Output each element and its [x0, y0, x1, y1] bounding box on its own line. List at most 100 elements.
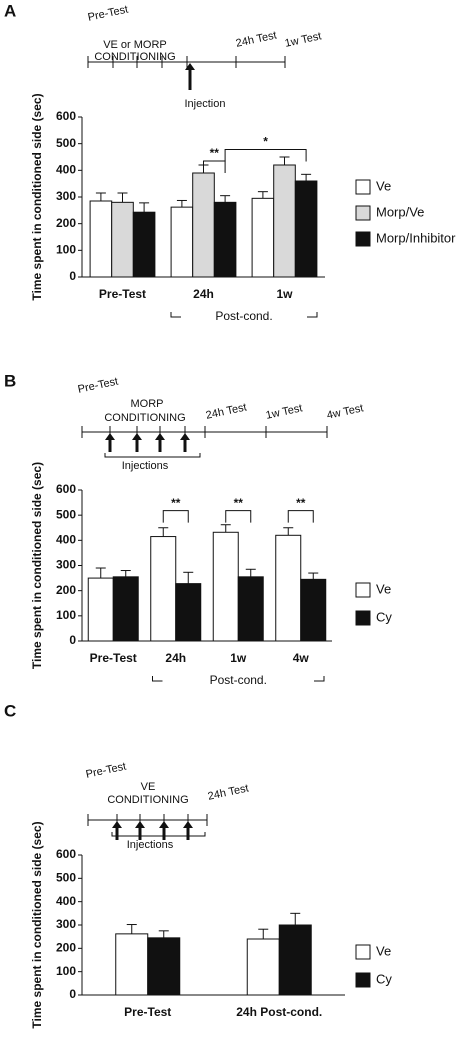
x-tick-label: 24h Post-cond.: [236, 1005, 322, 1019]
x-tick-label: Pre-Test: [124, 1005, 171, 1019]
y-axis-label: Time spent in conditioned side (sec): [30, 93, 44, 300]
arrow-head: [183, 821, 193, 828]
bar: [87, 577, 114, 642]
timeline-label: VE: [141, 781, 156, 793]
x-tick-label: 1w: [230, 651, 247, 665]
timeline-label: CONDITIONING: [104, 412, 185, 424]
arrow-head: [132, 433, 142, 440]
legend-label: Morp/Inhibitor: [376, 230, 456, 245]
significance-bracket: [162, 510, 189, 523]
legend-swatch: [355, 582, 371, 598]
legend-label: Ve: [376, 943, 391, 958]
x-tick-label: 1w: [276, 287, 293, 301]
significance-label: *: [263, 135, 268, 149]
timeline-label: 24h Test: [235, 29, 278, 49]
arrow-head: [180, 433, 190, 440]
group-label: Post-cond.: [215, 309, 272, 323]
timeline-label: Injection: [185, 98, 226, 110]
timeline-label: Injections: [127, 839, 174, 851]
arrow-head: [185, 63, 195, 70]
significance-label: **: [171, 496, 181, 510]
bar: [112, 576, 139, 642]
y-tick-label: 200: [56, 216, 76, 230]
y-tick-label: 500: [56, 507, 76, 521]
y-tick-label: 200: [56, 583, 76, 597]
bar: [89, 200, 113, 278]
timeline-label: CONDITIONING: [94, 51, 175, 63]
bar: [237, 576, 264, 642]
bar: [111, 201, 134, 278]
y-tick-label: 400: [56, 894, 76, 908]
legend-swatch: [355, 944, 371, 960]
timeline-label: MORP: [131, 398, 164, 410]
timeline-label: Injections: [122, 460, 169, 472]
timeline-label: CONDITIONING: [107, 794, 188, 806]
y-tick-label: 600: [56, 482, 76, 496]
y-tick-label: 500: [56, 136, 76, 150]
arrow-head: [135, 821, 145, 828]
bar: [175, 583, 202, 642]
legend-swatch: [355, 179, 371, 195]
legend-label: Ve: [376, 581, 391, 596]
bar: [300, 578, 327, 642]
legend-label: Ve: [376, 178, 391, 193]
bar: [115, 933, 149, 996]
y-tick-label: 600: [56, 847, 76, 861]
bar: [150, 536, 177, 642]
y-axis-label: Time spent in conditioned side (sec): [30, 462, 44, 669]
panel-letter: A: [4, 1, 16, 20]
significance-bracket: [203, 160, 226, 173]
significance-bracket: [225, 510, 252, 523]
timeline-label: 1w Test: [284, 30, 323, 49]
bar: [246, 938, 280, 996]
legend-label: Cy: [376, 971, 392, 986]
y-tick-label: 100: [56, 243, 76, 257]
bar: [275, 534, 302, 642]
x-tick-label: Pre-Test: [90, 651, 137, 665]
panel-letter: B: [4, 371, 16, 390]
x-tick-label: 4w: [293, 651, 310, 665]
significance-label: **: [234, 496, 244, 510]
y-tick-label: 300: [56, 189, 76, 203]
bar: [192, 172, 215, 278]
x-tick-label: 24h: [193, 287, 214, 301]
legend-swatch: [355, 231, 371, 247]
y-tick-label: 100: [56, 608, 76, 622]
arrow-head: [105, 433, 115, 440]
y-tick-label: 400: [56, 533, 76, 547]
x-tick-label: Pre-Test: [99, 287, 146, 301]
legend-swatch: [355, 205, 371, 221]
group-bracket: [152, 676, 325, 682]
timeline-label: Pre-Test: [85, 761, 128, 781]
bar: [147, 937, 181, 996]
group-bracket: [170, 312, 318, 318]
bracket: [104, 453, 201, 458]
bar: [212, 531, 239, 642]
y-tick-label: 200: [56, 941, 76, 955]
bar: [170, 206, 194, 278]
legend-swatch: [355, 972, 371, 988]
bar: [213, 201, 237, 278]
y-tick-label: 500: [56, 871, 76, 885]
timeline-label: 24h Test: [207, 782, 250, 802]
bar: [251, 197, 275, 278]
significance-bracket: [224, 149, 307, 162]
bar: [294, 180, 318, 278]
y-tick-label: 0: [69, 269, 76, 283]
y-axis-label: Time spent in conditioned side (sec): [30, 821, 44, 1028]
timeline-label: 1w Test: [265, 402, 304, 421]
legend-label: Morp/Ve: [376, 204, 424, 219]
y-tick-label: 100: [56, 964, 76, 978]
arrow-head: [159, 821, 169, 828]
y-tick-label: 0: [69, 633, 76, 647]
x-tick-label: 24h: [165, 651, 186, 665]
arrow-head: [112, 821, 122, 828]
bar: [132, 211, 156, 278]
bar: [273, 164, 296, 278]
y-tick-label: 600: [56, 109, 76, 123]
significance-bracket: [287, 510, 314, 523]
legend-label: Cy: [376, 609, 392, 624]
legend-swatch: [355, 610, 371, 626]
timeline-label: 24h Test: [205, 401, 248, 421]
